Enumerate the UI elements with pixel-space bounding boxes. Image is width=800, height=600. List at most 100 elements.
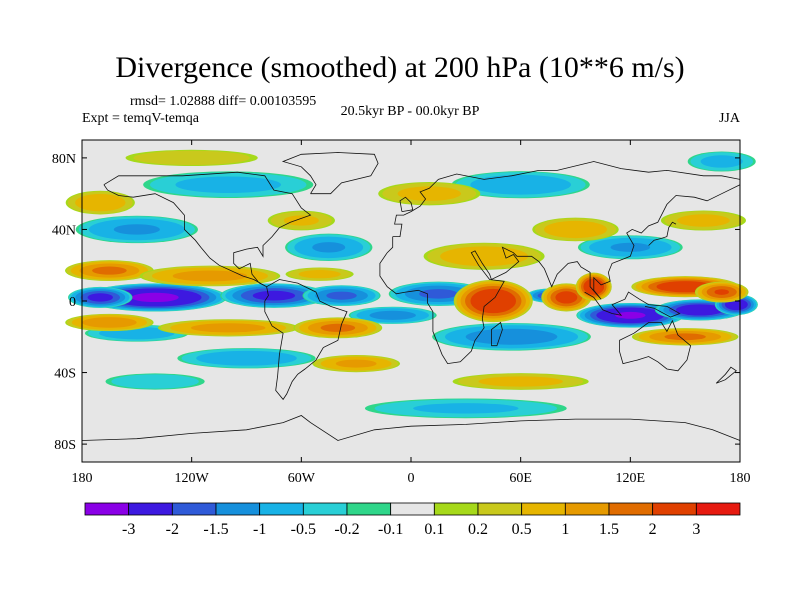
colorbar-label: 1: [561, 521, 569, 538]
anomaly-cell-33: [423, 242, 545, 270]
anomaly-cell-38: [267, 210, 335, 231]
anomaly-cell-14: [285, 233, 373, 262]
coastline-madagascar: [490, 321, 503, 347]
coastline-indonesia: [584, 291, 681, 318]
colorbar-label: -0.2: [334, 521, 359, 538]
contour-band: [283, 215, 319, 226]
colorbar-swatch: [346, 502, 392, 516]
anomaly-cell-16: [451, 171, 590, 199]
anomaly-cell-5: [348, 306, 437, 324]
colorbar-swatch: [171, 502, 217, 516]
coastlines: [81, 152, 741, 441]
anomaly-cell-30: [694, 281, 749, 303]
y-tick-label: 40N: [52, 223, 76, 238]
anomaly-cell-3: [302, 285, 381, 307]
colorbar-label: 0.2: [468, 521, 488, 538]
colorbar-swatch: [84, 502, 130, 516]
colorbar-swatch: [433, 502, 479, 516]
x-tick-label: 180: [72, 471, 93, 486]
contour-band: [175, 176, 281, 193]
contour-band: [133, 150, 250, 166]
colorbar-label: 0.1: [424, 521, 444, 538]
coastline-new-zealand: [715, 366, 737, 384]
season-label: JJA: [718, 111, 740, 126]
colorbar: -3 -2 -1.5 -1 -0.5 -0.2 -0.1 0.1 0.2 0.5 1 1.5 2 3: [84, 502, 741, 538]
y-tick-label: 80S: [54, 438, 76, 453]
contour-band: [470, 288, 517, 314]
contour-band: [714, 289, 729, 295]
stats-label: rmsd= 1.02888 diff= 0.00103595: [130, 94, 317, 109]
contour-band: [320, 323, 356, 332]
contour-band: [298, 270, 341, 279]
y-tick-label: 40S: [54, 367, 76, 382]
contour-band: [335, 359, 377, 368]
anomaly-cell-12: [177, 348, 316, 369]
contour-band: [82, 317, 137, 328]
colorbar-label: -1: [253, 521, 266, 538]
contour-band: [369, 310, 416, 320]
x-tick-label: 120W: [175, 471, 210, 486]
y-tick-label: 80N: [52, 152, 76, 167]
colorbar-swatch: [390, 502, 435, 516]
anomaly-cell-18: [364, 398, 567, 419]
contour-band: [75, 193, 126, 212]
coastline-north-america: [103, 171, 312, 288]
contour-band: [465, 328, 558, 345]
contour-band: [700, 155, 743, 168]
colorbar-swatch: [608, 502, 654, 516]
contour-band: [677, 214, 730, 227]
contour-band: [478, 376, 563, 387]
colorbar-swatch: [477, 502, 523, 516]
contour-band: [419, 289, 458, 299]
colorbar-swatch: [652, 502, 697, 516]
colorbar-label: -0.5: [291, 521, 316, 538]
anomaly-cell-15: [577, 235, 683, 260]
contour-band: [196, 350, 297, 366]
contour-band: [87, 293, 113, 302]
contour-band: [326, 291, 357, 300]
anomaly-cell-40: [532, 217, 619, 242]
contour-band: [544, 220, 607, 239]
anomaly-cell-17: [143, 171, 314, 199]
x-axis: 180 120W 60W 0 60E 120E 180: [72, 140, 751, 486]
colorbar-label: 1.5: [599, 521, 619, 538]
colorbar-swatch: [259, 502, 304, 516]
period-label: 20.5kyr BP - 00.0kyr BP: [340, 104, 480, 119]
contour-band: [312, 242, 346, 253]
anomaly-cell-41: [285, 267, 354, 281]
anomaly-cell-31: [631, 328, 739, 346]
contour-band: [252, 290, 296, 301]
x-tick-label: 180: [730, 471, 751, 486]
coastline-australia: [619, 319, 692, 372]
colorbar-swatch: [128, 502, 173, 516]
contour-band: [92, 266, 127, 275]
coastline-eurasia-africa: [379, 161, 741, 365]
colorbar-swatch: [564, 502, 610, 516]
colorbar-label: -2: [166, 521, 179, 538]
contour-band: [675, 304, 724, 316]
contour-band: [440, 246, 529, 267]
contour-band: [111, 374, 199, 389]
anomaly-cell-24: [157, 319, 299, 337]
x-tick-label: 0: [408, 471, 415, 486]
coastline-japan: [648, 221, 677, 246]
anomaly-cell-37: [452, 373, 589, 390]
experiment-label: Expt = temqV-temqa: [82, 111, 200, 126]
anomaly-cell-13: [75, 215, 198, 244]
anomaly-cell-34: [65, 190, 135, 215]
colorbar-swatch: [521, 502, 566, 516]
anomaly-cell-1: [68, 286, 133, 308]
colorbar-label: 2: [649, 521, 657, 538]
colorbar-label: -0.1: [378, 521, 403, 538]
anomaly-cell-22: [139, 265, 281, 287]
contour-band: [131, 292, 179, 303]
coastline-greenland: [281, 152, 379, 195]
anomaly-cell-2: [220, 283, 328, 308]
anomaly-cell-35: [378, 182, 481, 206]
contour-band: [664, 333, 706, 341]
x-tick-label: 60E: [509, 471, 532, 486]
coastline-antarctica: [81, 415, 741, 441]
chart-title: Divergence (smoothed) at 200 hPa (10**6 …: [115, 51, 685, 84]
coastline-south-america: [264, 279, 348, 401]
